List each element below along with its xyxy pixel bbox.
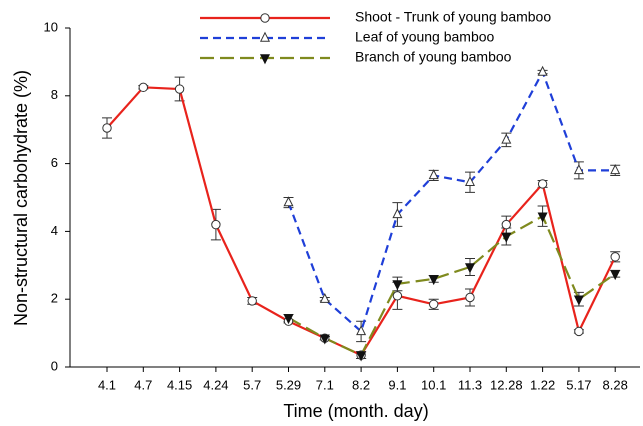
series-line xyxy=(106,86,617,357)
marker xyxy=(537,212,548,223)
marker xyxy=(429,299,439,309)
marker xyxy=(465,292,475,303)
marker xyxy=(501,232,512,243)
marker xyxy=(356,351,367,362)
x-tick-label: 10.1 xyxy=(421,377,446,392)
marker xyxy=(138,82,149,93)
marker xyxy=(537,179,548,189)
marker xyxy=(392,280,403,291)
y-axis-title: Non-structural carbohydrate (%) xyxy=(11,70,31,326)
x-tick-label: 5.7 xyxy=(243,377,261,392)
x-tick-label: 8.28 xyxy=(603,377,628,392)
marker xyxy=(392,208,403,219)
x-tick-label: 5.29 xyxy=(276,377,301,392)
y-tick-label: 8 xyxy=(51,87,58,102)
marker xyxy=(610,252,620,262)
marker xyxy=(283,196,294,207)
marker xyxy=(537,65,548,76)
marker xyxy=(428,275,439,286)
y-tick-label: 4 xyxy=(51,223,58,238)
legend-label: Branch of young bamboo xyxy=(355,49,512,65)
x-tick-label: 4.15 xyxy=(167,377,192,392)
x-tick-label: 7.1 xyxy=(316,377,334,392)
x-tick-label: 1.22 xyxy=(530,377,555,392)
marker xyxy=(392,291,403,301)
x-tick-label: 12.28 xyxy=(490,377,523,392)
x-tick-label: 9.1 xyxy=(388,377,406,392)
legend-marker xyxy=(260,13,270,23)
marker xyxy=(574,326,584,337)
x-tick-label: 5.17 xyxy=(566,377,591,392)
y-tick-label: 10 xyxy=(44,19,58,34)
x-tick-label: 4.7 xyxy=(134,377,152,392)
marker xyxy=(501,133,512,144)
legend-marker xyxy=(259,31,271,42)
legend-marker xyxy=(259,54,271,65)
marker xyxy=(211,219,221,230)
y-tick-label: 0 xyxy=(51,358,58,373)
legend-label: Shoot - Trunk of young bamboo xyxy=(355,9,551,25)
marker xyxy=(464,175,476,186)
marker xyxy=(247,296,257,306)
marker xyxy=(573,295,584,306)
y-tick-label: 2 xyxy=(51,291,58,306)
series-line xyxy=(287,214,616,357)
marker xyxy=(283,314,294,325)
x-tick-label: 11.3 xyxy=(458,377,482,392)
marker xyxy=(428,169,439,180)
marker xyxy=(174,84,185,94)
marker xyxy=(319,334,330,345)
y-tick-label: 6 xyxy=(51,155,58,170)
marker xyxy=(610,164,621,175)
marker xyxy=(610,270,621,281)
x-axis-title: Time (month. day) xyxy=(283,401,428,421)
x-tick-label: 4.24 xyxy=(203,377,228,392)
marker xyxy=(501,219,511,230)
series-line xyxy=(287,69,616,334)
marker xyxy=(356,325,367,336)
marker xyxy=(319,292,330,303)
marker xyxy=(573,164,584,175)
x-tick-label: 8.2 xyxy=(352,377,370,392)
x-tick-label: 4.1 xyxy=(98,377,116,392)
legend-label: Leaf of young bamboo xyxy=(355,29,495,45)
marker xyxy=(464,263,476,274)
marker xyxy=(102,123,112,133)
